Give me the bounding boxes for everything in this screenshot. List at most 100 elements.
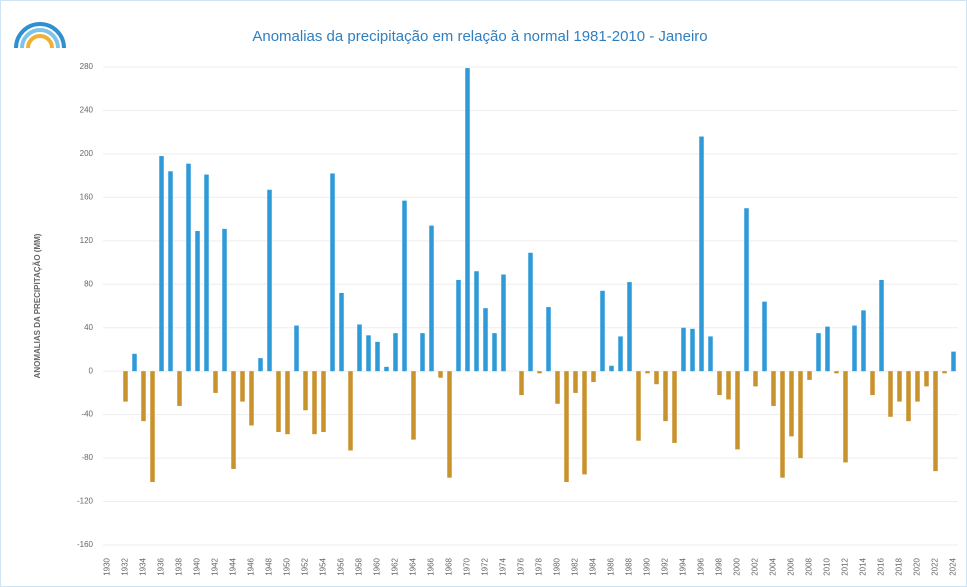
bar bbox=[168, 171, 173, 372]
y-tick-label: -40 bbox=[81, 410, 93, 419]
x-tick-label: 1938 bbox=[175, 557, 184, 575]
x-tick-label: 2024 bbox=[949, 557, 958, 575]
bar bbox=[843, 371, 848, 463]
x-tick-label: 2000 bbox=[733, 557, 742, 575]
x-tick-label: 1940 bbox=[193, 557, 202, 575]
x-tick-label: 1970 bbox=[463, 557, 472, 575]
x-tick-label: 1986 bbox=[607, 557, 616, 575]
bar bbox=[474, 271, 479, 372]
bar bbox=[258, 358, 263, 372]
bar bbox=[834, 371, 839, 374]
bar bbox=[861, 310, 866, 372]
y-tick-label: -80 bbox=[81, 453, 93, 462]
bar bbox=[294, 325, 299, 372]
x-tick-label: 2008 bbox=[805, 557, 814, 575]
bar bbox=[627, 282, 632, 372]
bar bbox=[690, 328, 695, 372]
x-tick-label: 2018 bbox=[895, 557, 904, 575]
bar bbox=[186, 163, 191, 372]
bar bbox=[483, 308, 488, 372]
bar bbox=[906, 371, 911, 422]
bar bbox=[645, 371, 650, 374]
bar bbox=[816, 333, 821, 372]
bar bbox=[348, 371, 353, 451]
bar bbox=[249, 371, 254, 426]
x-tick-label: 1930 bbox=[103, 557, 112, 575]
bar bbox=[357, 324, 362, 372]
bar bbox=[636, 371, 641, 441]
bar bbox=[735, 371, 740, 450]
x-tick-label: 1960 bbox=[373, 557, 382, 575]
bar bbox=[366, 335, 371, 372]
y-tick-label: 160 bbox=[80, 192, 94, 201]
bar bbox=[465, 68, 470, 372]
x-tick-label: 2002 bbox=[751, 557, 760, 575]
x-tick-label: 1936 bbox=[157, 557, 166, 575]
bar bbox=[591, 371, 596, 383]
bar bbox=[438, 371, 443, 378]
bar bbox=[447, 371, 452, 478]
bar bbox=[753, 371, 758, 387]
x-tick-label: 1962 bbox=[391, 557, 400, 575]
x-tick-label: 1944 bbox=[229, 557, 238, 575]
x-tick-label: 1984 bbox=[589, 557, 598, 575]
bar bbox=[303, 371, 308, 411]
x-tick-label: 1996 bbox=[697, 557, 706, 575]
bar bbox=[699, 136, 704, 372]
bar bbox=[420, 333, 425, 372]
bar bbox=[231, 371, 236, 469]
logo bbox=[14, 22, 66, 49]
x-tick-label: 2020 bbox=[913, 557, 922, 575]
bar bbox=[717, 371, 722, 396]
x-tick-label: 2012 bbox=[841, 557, 850, 575]
bar bbox=[321, 371, 326, 433]
bar bbox=[501, 274, 506, 372]
x-tick-label: 1946 bbox=[247, 557, 256, 575]
bar bbox=[528, 252, 533, 372]
x-tick-label: 1934 bbox=[139, 557, 148, 575]
y-tick-label: 240 bbox=[80, 106, 94, 115]
bar bbox=[429, 225, 434, 372]
bar bbox=[573, 371, 578, 393]
bar bbox=[798, 371, 803, 459]
bar bbox=[672, 371, 677, 443]
y-axis-label: ANOMALIAS DA PRECIPITAÇÃO (MM) bbox=[33, 233, 42, 378]
bar bbox=[780, 371, 785, 478]
bar bbox=[177, 371, 182, 406]
y-tick-label: -160 bbox=[77, 540, 94, 549]
bar bbox=[393, 333, 398, 372]
x-tick-label: 1966 bbox=[427, 557, 436, 575]
x-tick-label: 1974 bbox=[499, 557, 508, 575]
bar bbox=[726, 371, 731, 400]
bar bbox=[546, 307, 551, 372]
bar bbox=[618, 336, 623, 372]
bar bbox=[771, 371, 776, 406]
bar bbox=[744, 208, 749, 372]
bar bbox=[222, 228, 227, 372]
bar bbox=[879, 279, 884, 372]
bar bbox=[123, 371, 128, 402]
bar bbox=[132, 353, 137, 372]
y-tick-label: 80 bbox=[84, 279, 93, 288]
bar bbox=[663, 371, 668, 422]
x-tick-label: 1988 bbox=[625, 557, 634, 575]
x-tick-label: 1956 bbox=[337, 557, 346, 575]
bar bbox=[312, 371, 317, 435]
bar bbox=[654, 371, 659, 385]
bar bbox=[789, 371, 794, 437]
x-tick-label: 2016 bbox=[877, 557, 886, 575]
bar bbox=[708, 336, 713, 372]
bar bbox=[609, 365, 614, 372]
x-tick-label: 2010 bbox=[823, 557, 832, 575]
x-tick-label: 1992 bbox=[661, 557, 670, 575]
bar bbox=[267, 189, 272, 372]
bar bbox=[240, 371, 245, 402]
bar bbox=[204, 174, 209, 372]
x-tick-label: 1942 bbox=[211, 557, 220, 575]
x-tick-label: 1976 bbox=[517, 557, 526, 575]
bar bbox=[933, 371, 938, 472]
bar bbox=[375, 341, 380, 372]
bar bbox=[807, 371, 812, 380]
